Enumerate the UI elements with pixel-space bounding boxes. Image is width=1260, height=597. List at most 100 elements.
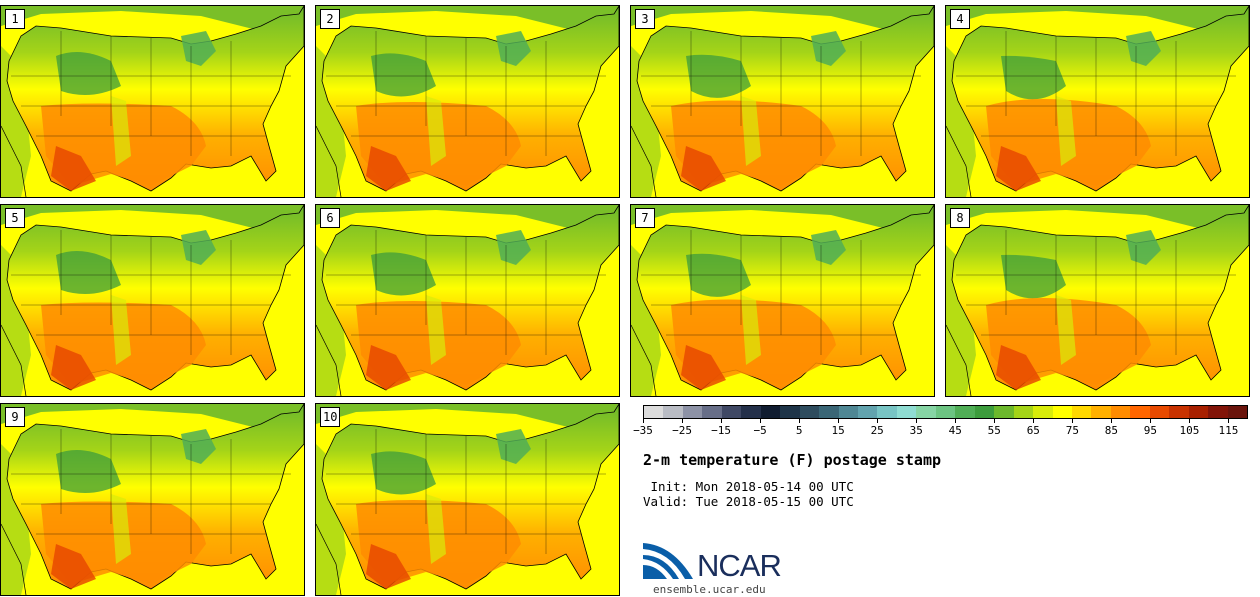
colorbar-swatch — [682, 406, 703, 418]
colorbar-swatch — [819, 406, 839, 418]
colorbar-tick-label: 115 — [1218, 424, 1239, 437]
colorbar-tick — [1150, 419, 1152, 423]
colorbar-tick — [1033, 419, 1035, 423]
colorbar-tick-label: −5 — [753, 424, 767, 437]
ncar-logo-text: NCAR — [697, 548, 782, 583]
panel-number: 5 — [5, 208, 25, 228]
colorbar-swatch — [1130, 406, 1150, 418]
init-time: Init: Mon 2018-05-14 00 UTC — [643, 479, 854, 494]
colorbar-swatch — [741, 406, 761, 418]
colorbar-swatch — [760, 406, 781, 418]
colorbar-swatch — [1188, 406, 1209, 418]
colorbar-tick-label: 35 — [909, 424, 923, 437]
colorbar-swatch — [1013, 406, 1034, 418]
colorbar-tick — [916, 419, 918, 423]
panel-number: 8 — [950, 208, 970, 228]
temperature-map — [316, 205, 619, 396]
colorbar-swatch — [1091, 406, 1111, 418]
panel-number: 2 — [320, 9, 340, 29]
temperature-map — [631, 205, 934, 396]
valid-time: Valid: Tue 2018-05-15 00 UTC — [643, 494, 854, 509]
colorbar-tick — [1228, 419, 1230, 423]
map-panel-1: 1 — [0, 5, 305, 198]
colorbar-swatch — [877, 406, 897, 418]
colorbar-swatch — [974, 406, 995, 418]
colorbar-tick-label: −35 — [633, 424, 653, 437]
temperature-map — [1, 6, 304, 197]
colorbar-swatch — [857, 406, 878, 418]
colorbar-swatch — [1227, 406, 1248, 418]
temperature-map — [316, 6, 619, 197]
colorbar-swatch — [896, 406, 917, 418]
map-panel-4: 4 — [945, 5, 1250, 198]
map-panel-2: 2 — [315, 5, 620, 198]
colorbar-swatch — [935, 406, 956, 418]
colorbar-swatch — [838, 406, 858, 418]
colorbar-swatch — [916, 406, 936, 418]
map-panel-7: 7 — [630, 204, 935, 397]
panel-number: 1 — [5, 9, 25, 29]
colorbar-swatch — [702, 406, 722, 418]
colorbar-tick-label: 85 — [1104, 424, 1118, 437]
colorbar-swatch — [1208, 406, 1228, 418]
panel-number: 7 — [635, 208, 655, 228]
panel-number: 10 — [320, 407, 341, 427]
colorbar-ticks: −35 −25 −15 −5 5 15 25 35 45 55 65 75 85 95 105 115 — [633, 419, 1248, 441]
temperature-map — [1, 205, 304, 396]
colorbar-swatch — [1110, 406, 1131, 418]
colorbar-swatch — [994, 406, 1014, 418]
map-panel-9: 9 — [0, 403, 305, 596]
colorbar-tick — [877, 419, 879, 423]
colorbar-swatch — [644, 406, 664, 418]
colorbar-tick-label: 25 — [870, 424, 884, 437]
map-panel-5: 5 — [0, 204, 305, 397]
map-panel-6: 6 — [315, 204, 620, 397]
colorbar-tick-label: 75 — [1065, 424, 1079, 437]
colorbar-swatch — [1149, 406, 1170, 418]
colorbar-swatch — [780, 406, 800, 418]
temperature-colorbar — [643, 405, 1248, 419]
panel-number: 6 — [320, 208, 340, 228]
colorbar-swatch — [1071, 406, 1092, 418]
panel-number: 4 — [950, 9, 970, 29]
colorbar-swatch — [721, 406, 742, 418]
colorbar-swatch — [663, 406, 683, 418]
product-title: 2-m temperature (F) postage stamp — [643, 451, 942, 469]
colorbar-tick — [799, 419, 801, 423]
colorbar-tick — [1111, 419, 1113, 423]
colorbar-tick-label: 55 — [987, 424, 1001, 437]
map-panel-10: 10 — [315, 403, 620, 596]
panel-number: 9 — [5, 407, 25, 427]
colorbar-tick — [1072, 419, 1074, 423]
colorbar-tick-label: −15 — [711, 424, 731, 437]
colorbar-tick — [682, 419, 684, 423]
colorbar-tick — [643, 419, 644, 423]
temperature-map — [316, 404, 619, 595]
colorbar-tick — [994, 419, 996, 423]
colorbar-tick-label: 5 — [795, 424, 803, 437]
colorbar-tick — [955, 419, 957, 423]
colorbar-swatch — [1169, 406, 1189, 418]
colorbar-swatch — [955, 406, 975, 418]
colorbar-tick — [760, 419, 762, 423]
colorbar-tick-label: 65 — [1026, 424, 1040, 437]
ncar-logo-icon — [643, 543, 693, 579]
colorbar-tick-label: 105 — [1179, 424, 1200, 437]
colorbar-tick-label: 15 — [831, 424, 845, 437]
temperature-map — [946, 205, 1249, 396]
temperature-map — [1, 404, 304, 595]
temperature-map — [631, 6, 934, 197]
colorbar-tick-label: 45 — [948, 424, 962, 437]
map-panel-8: 8 — [945, 204, 1250, 397]
colorbar-tick — [838, 419, 840, 423]
map-panel-3: 3 — [630, 5, 935, 198]
colorbar-tick — [1189, 419, 1191, 423]
colorbar-tick — [721, 419, 723, 423]
colorbar-tick-label: 95 — [1143, 424, 1158, 437]
panel-number: 3 — [635, 9, 655, 29]
colorbar-swatch — [1033, 406, 1053, 418]
colorbar-tick-label: −25 — [672, 424, 692, 437]
colorbar-swatch — [1052, 406, 1072, 418]
site-url: ensemble.ucar.edu — [653, 583, 766, 596]
colorbar-swatch — [799, 406, 820, 418]
